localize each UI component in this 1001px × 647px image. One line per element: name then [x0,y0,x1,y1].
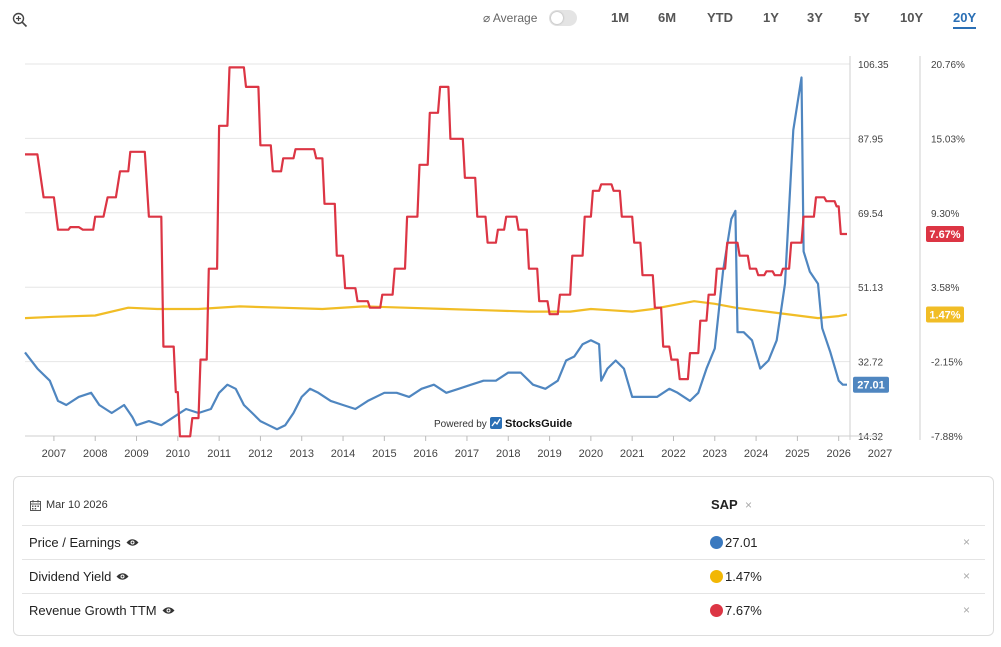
series-color-dot [710,570,723,583]
toolbar: ⌀ Average 1M 6M YTD 1Y 3Y 5Y 10Y 20Y [0,0,1001,38]
ticker-label: SAP [711,497,738,512]
left-axis-tick-label: 106.35 [858,60,889,71]
range-button-6m[interactable]: 6M [658,10,677,25]
x-axis-tick-label: 2020 [579,448,603,460]
metric-label: Dividend Yield [29,569,129,584]
metric-label-text: Revenue Growth TTM [29,603,157,618]
x-axis-tick-label: 2022 [661,448,685,460]
remove-metric-button[interactable]: × [963,535,971,549]
remove-metric-button[interactable]: × [963,569,971,583]
metric-value: 1.47% [725,569,762,584]
metric-label-text: Price / Earnings [29,535,121,550]
x-axis-tick-label: 2027 [868,448,892,460]
legend-panel: Mar 10 2026 SAP × Price / Earnings 27.01… [13,476,994,636]
calendar-icon [30,499,41,511]
x-axis-tick-label: 2014 [331,448,355,460]
x-axis-tick-label: 2011 [207,448,231,460]
last-value-badge [926,226,964,243]
series-line-dividend-yield [24,300,848,320]
chart: 106.35 87.95 69.54 51.13 32.72 14.32 20.76% 15.… [24,56,965,460]
last-value-badge [853,376,889,393]
average-label: ⌀ Average [483,11,538,25]
x-axis-tick-label: 2019 [537,448,561,460]
right-axis-tick-label: 3.58% [931,283,959,294]
series-color-dot [710,604,723,617]
right-axis-tick-label: -7.88% [931,432,963,443]
range-button-20y[interactable]: 20Y [953,10,977,29]
range-button-5y[interactable]: 5Y [854,10,870,25]
watermark-brand: StocksGuide [505,418,572,430]
x-axis-tick-label: 2008 [83,448,107,460]
range-button-ytd[interactable]: YTD [707,10,733,25]
eye-icon[interactable] [116,572,129,581]
left-axis-tick-label: 87.95 [858,134,883,145]
metric-label-text: Dividend Yield [29,569,112,584]
range-button-3y[interactable]: 3Y [807,10,823,25]
last-value-label: 27.01 [857,380,885,392]
metric-row-pe: Price / Earnings 27.01 × [22,525,985,560]
right-axis-tick-label: 15.03% [931,134,965,145]
watermark-text: Powered by [434,419,487,430]
x-axis-tick-label: 2021 [620,448,644,460]
right-axis-tick-label: -2.15% [931,358,963,369]
x-axis-tick-label: 2010 [166,448,190,460]
x-axis-tick-label: 2018 [496,448,520,460]
left-axis-tick-label: 51.13 [858,283,883,294]
series-color-dot [710,536,723,549]
x-axis-tick-label: 2009 [124,448,148,460]
last-value-label: 1.47% [929,310,960,322]
metric-row-growth: Revenue Growth TTM 7.67% × [22,593,985,628]
zoom-in-icon[interactable] [12,12,28,28]
x-axis-tick-label: 2007 [42,448,66,460]
panel-date: Mar 10 2026 [30,499,108,511]
x-axis-tick-label: 2024 [744,448,768,460]
series-line-price-earnings [24,76,847,431]
right-axis-tick-label: 20.76% [931,60,965,71]
metric-value: 7.67% [725,603,762,618]
series-line-revenue-growth-ttm [25,66,847,438]
left-axis-tick-label: 32.72 [858,358,883,369]
panel-date-text: Mar 10 2026 [46,499,108,511]
x-axis-tick-label: 2015 [372,448,396,460]
metric-row-dividend: Dividend Yield 1.47% × [22,559,985,594]
metric-value: 27.01 [725,535,758,550]
eye-icon[interactable] [126,538,139,547]
last-value-badge [926,306,964,323]
toggle-knob [551,12,563,24]
x-axis-tick-label: 2016 [413,448,437,460]
metric-label: Price / Earnings [29,535,139,550]
range-button-1y[interactable]: 1Y [763,10,779,25]
x-axis-tick-label: 2023 [703,448,727,460]
stocksguide-logo-mark [491,418,501,427]
x-axis-tick-label: 2025 [785,448,809,460]
remove-metric-button[interactable]: × [963,603,971,617]
x-axis-tick-label: 2013 [289,448,313,460]
eye-icon[interactable] [162,606,175,615]
left-axis-tick-label: 14.32 [858,432,883,443]
x-axis-tick-label: 2012 [248,448,272,460]
remove-ticker-button[interactable]: × [745,498,753,512]
x-axis-tick-label: 2017 [455,448,479,460]
last-value-label: 7.67% [929,229,960,241]
x-axis-tick-label: 2026 [826,448,850,460]
right-axis-tick-label: 9.30% [931,209,959,220]
left-axis-tick-label: 69.54 [858,209,883,220]
metric-label: Revenue Growth TTM [29,603,175,618]
range-button-1m[interactable]: 1M [611,10,630,25]
average-toggle[interactable] [549,10,577,26]
range-button-10y[interactable]: 10Y [900,10,924,25]
